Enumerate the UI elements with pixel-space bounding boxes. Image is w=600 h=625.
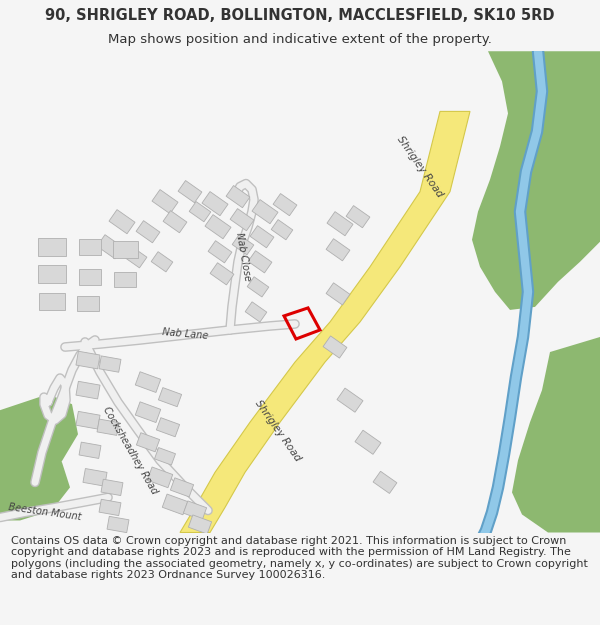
Bar (135, 372, 161, 392)
Bar (136, 221, 160, 243)
Bar (189, 202, 211, 222)
Bar (158, 388, 182, 407)
Bar (184, 501, 206, 520)
Bar (162, 494, 188, 515)
Bar (232, 234, 254, 255)
Text: Shrigley Road: Shrigley Road (253, 398, 303, 462)
Bar (252, 199, 278, 224)
Text: Beeston Mount: Beeston Mount (8, 503, 82, 522)
Bar (135, 402, 161, 422)
Bar (147, 467, 173, 488)
Bar (337, 388, 363, 412)
Bar (101, 479, 123, 496)
Bar (230, 209, 254, 231)
Bar (205, 214, 231, 239)
Bar (76, 381, 100, 399)
Bar (107, 516, 129, 532)
Polygon shape (180, 111, 470, 532)
Bar (247, 277, 269, 297)
Bar (79, 269, 101, 285)
Bar (245, 302, 267, 322)
Bar (202, 192, 228, 216)
Bar (208, 241, 232, 263)
Bar (188, 515, 212, 534)
Bar (326, 282, 350, 305)
Text: Nab Close: Nab Close (234, 232, 252, 282)
Bar (327, 212, 353, 236)
Bar (163, 211, 187, 232)
Bar (355, 430, 381, 454)
Polygon shape (472, 51, 600, 310)
Polygon shape (0, 450, 70, 521)
Bar (157, 418, 179, 437)
Bar (39, 293, 65, 311)
Bar (152, 189, 178, 214)
Text: Map shows position and indicative extent of the property.: Map shows position and indicative extent… (108, 34, 492, 46)
Bar (346, 206, 370, 228)
Bar (373, 471, 397, 494)
Bar (83, 469, 107, 486)
Text: 90, SHRIGLEY ROAD, BOLLINGTON, MACCLESFIELD, SK10 5RD: 90, SHRIGLEY ROAD, BOLLINGTON, MACCLESFI… (45, 8, 555, 23)
Bar (210, 262, 234, 285)
Bar (99, 356, 121, 372)
Bar (114, 272, 136, 288)
Bar (248, 251, 272, 273)
Bar (109, 209, 135, 234)
Polygon shape (512, 337, 600, 532)
Text: Cocksheadhey Road: Cocksheadhey Road (101, 405, 159, 496)
Bar (136, 432, 160, 452)
Bar (97, 234, 123, 259)
Bar (76, 411, 100, 429)
Bar (38, 238, 66, 256)
Polygon shape (0, 394, 78, 478)
Bar (77, 296, 99, 311)
Bar (123, 246, 147, 268)
Bar (99, 499, 121, 516)
Bar (79, 239, 101, 255)
Bar (79, 442, 101, 459)
Text: Nab Lane: Nab Lane (161, 327, 208, 341)
Bar (326, 239, 350, 261)
Text: Shrigley Road: Shrigley Road (395, 134, 445, 199)
Bar (323, 336, 347, 358)
Bar (271, 219, 293, 240)
Bar (76, 351, 100, 369)
Bar (38, 265, 66, 283)
Bar (226, 186, 250, 208)
Text: Contains OS data © Crown copyright and database right 2021. This information is : Contains OS data © Crown copyright and d… (11, 536, 587, 581)
Bar (113, 241, 137, 258)
Bar (97, 419, 119, 436)
Bar (151, 252, 173, 272)
Bar (178, 181, 202, 203)
Bar (273, 194, 297, 216)
Bar (170, 478, 194, 497)
Bar (250, 226, 274, 248)
Bar (154, 448, 176, 465)
